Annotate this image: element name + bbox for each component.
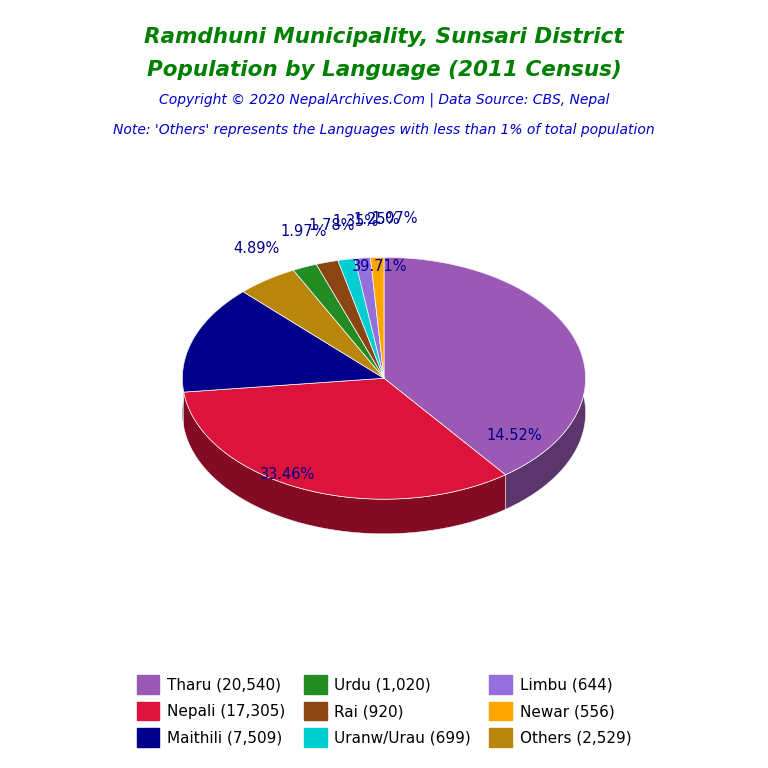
Polygon shape <box>293 264 384 379</box>
Polygon shape <box>355 257 384 379</box>
Polygon shape <box>183 292 243 427</box>
Polygon shape <box>243 270 384 379</box>
Polygon shape <box>293 264 316 305</box>
Text: 33.46%: 33.46% <box>260 467 316 482</box>
Polygon shape <box>243 270 293 326</box>
Text: 1.25%: 1.25% <box>353 212 399 227</box>
Polygon shape <box>370 257 384 292</box>
Text: 1.78%: 1.78% <box>309 217 355 233</box>
Polygon shape <box>370 257 384 379</box>
Polygon shape <box>183 292 384 392</box>
Polygon shape <box>384 257 585 475</box>
Text: Note: 'Others' represents the Languages with less than 1% of total population: Note: 'Others' represents the Languages … <box>113 123 655 137</box>
Legend: Tharu (20,540), Nepali (17,305), Maithili (7,509), Urdu (1,020), Rai (920), Uran: Tharu (20,540), Nepali (17,305), Maithil… <box>131 669 637 753</box>
Text: 14.52%: 14.52% <box>487 429 542 443</box>
Polygon shape <box>316 260 338 299</box>
Text: 1.97%: 1.97% <box>280 224 326 239</box>
Text: 4.89%: 4.89% <box>233 241 279 256</box>
Text: Ramdhuni Municipality, Sunsari District: Ramdhuni Municipality, Sunsari District <box>144 27 624 47</box>
Text: 1.35%: 1.35% <box>333 214 379 229</box>
Polygon shape <box>184 379 505 499</box>
Text: Population by Language (2011 Census): Population by Language (2011 Census) <box>147 60 621 80</box>
Text: Copyright © 2020 NepalArchives.Com | Data Source: CBS, Nepal: Copyright © 2020 NepalArchives.Com | Dat… <box>159 92 609 107</box>
Polygon shape <box>184 392 505 534</box>
Polygon shape <box>338 259 384 379</box>
Polygon shape <box>384 257 585 509</box>
Polygon shape <box>316 260 384 379</box>
Polygon shape <box>355 257 370 293</box>
Polygon shape <box>338 259 355 295</box>
Text: 39.71%: 39.71% <box>353 260 408 274</box>
Text: 1.07%: 1.07% <box>372 211 418 226</box>
